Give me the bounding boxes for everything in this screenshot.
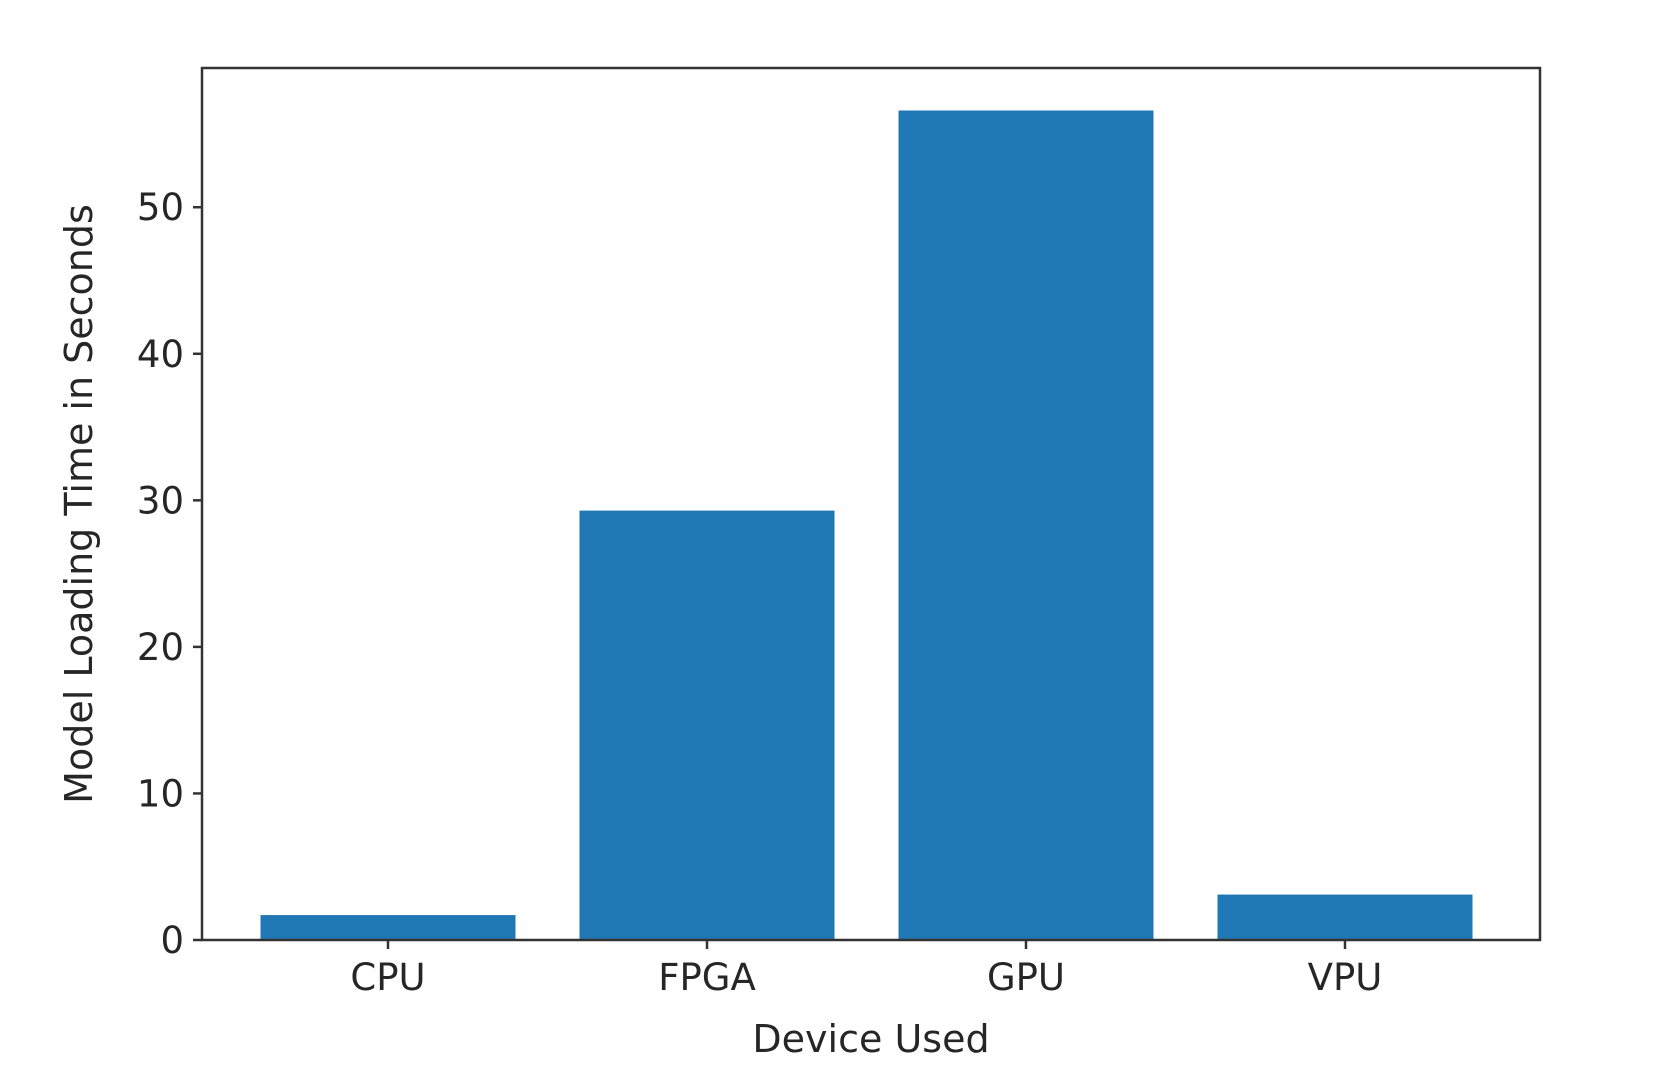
- plot-frame: [200, 66, 1542, 942]
- plot-area-background: [202, 68, 1540, 940]
- y-tick-label: 40: [137, 333, 184, 376]
- x-axis-label: Device Used: [752, 1017, 989, 1061]
- y-tick-label: 50: [137, 186, 184, 229]
- y-tick-label: 0: [160, 919, 184, 962]
- bars-group: [260, 110, 1473, 940]
- x-tick-label: CPU: [350, 956, 425, 999]
- bar-vpu: [1217, 894, 1473, 940]
- x-ticks-group: CPU FPGA GPU VPU: [350, 940, 1382, 999]
- y-tick-label: 30: [137, 479, 184, 522]
- y-ticks-group: 0 10 20 30 40 50: [137, 186, 202, 962]
- y-tick-label: 20: [137, 626, 184, 669]
- x-tick-label: VPU: [1308, 956, 1383, 999]
- y-tick-label: 10: [137, 772, 184, 815]
- x-tick-label: GPU: [987, 956, 1065, 999]
- bar-cpu: [260, 915, 516, 940]
- y-axis-label: Model Loading Time in Seconds: [57, 204, 101, 804]
- x-tick-label: FPGA: [658, 956, 756, 999]
- bar-gpu: [898, 110, 1154, 940]
- bar-fpga: [579, 510, 835, 940]
